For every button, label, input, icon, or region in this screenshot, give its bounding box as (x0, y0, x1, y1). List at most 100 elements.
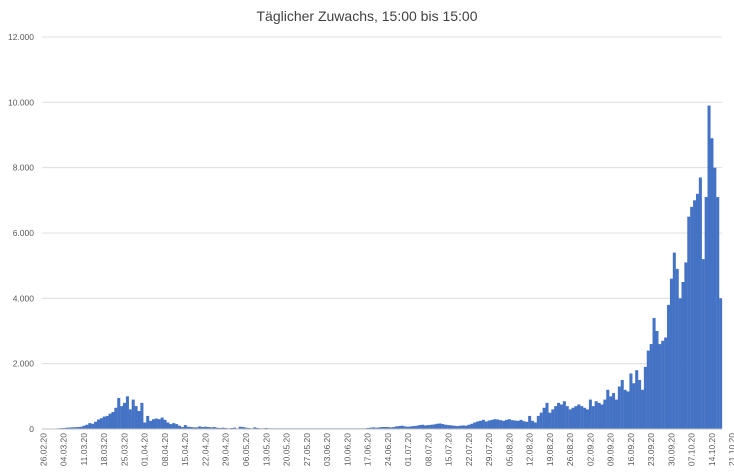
x-tick-label: 02.09.20 (585, 433, 595, 466)
bar (212, 427, 216, 429)
bar (189, 427, 193, 429)
x-tick-label: 21.10.20 (727, 433, 734, 466)
bar (539, 412, 543, 429)
bar (455, 426, 459, 429)
x-tick-label: 05.08.20 (504, 433, 514, 466)
x-tick-label: 19.08.20 (545, 433, 555, 466)
bar (493, 419, 497, 429)
bar (198, 426, 202, 429)
bar (496, 419, 500, 429)
y-tick-label: 0 (29, 424, 34, 434)
bar (476, 421, 480, 429)
bar (374, 427, 378, 429)
bar (490, 419, 494, 429)
bar (151, 419, 155, 429)
bar (519, 419, 523, 429)
bar (99, 418, 103, 429)
bar (577, 404, 581, 429)
x-tick-label: 18.03.20 (99, 433, 109, 466)
bar (649, 344, 653, 429)
bar (531, 420, 535, 429)
x-tick-label: 12.08.20 (525, 433, 535, 466)
bar (710, 138, 714, 429)
bar (209, 427, 213, 429)
bar (400, 425, 404, 429)
bar (444, 424, 448, 429)
bar (481, 419, 485, 429)
bar (586, 409, 590, 429)
bar (591, 406, 595, 429)
bar (464, 425, 468, 429)
x-tick-label: 08.04.20 (160, 433, 170, 466)
bar (635, 370, 639, 429)
x-tick-label: 09.09.20 (606, 433, 616, 466)
bar (397, 426, 401, 429)
x-tick-label: 14.10.20 (707, 433, 717, 466)
bar (568, 409, 572, 429)
bar (137, 411, 141, 429)
bar (620, 380, 624, 429)
bar (623, 389, 627, 429)
bar (163, 419, 167, 429)
bar (204, 426, 208, 429)
bar (149, 420, 153, 429)
bar (96, 419, 101, 429)
bar (678, 298, 682, 429)
bar (406, 426, 410, 429)
bar (412, 426, 416, 429)
bar (614, 399, 618, 429)
bar (658, 344, 662, 429)
x-tick-label: 22.04.20 (200, 433, 210, 466)
bar (545, 402, 549, 429)
bar (131, 399, 135, 429)
x-tick-label: 26.08.20 (565, 433, 575, 466)
bar (458, 425, 462, 429)
bar (583, 407, 587, 429)
bar (603, 399, 607, 429)
bar (111, 412, 115, 429)
x-tick-label: 25.03.20 (119, 433, 129, 466)
bar (551, 409, 555, 429)
bar (629, 373, 633, 429)
bar (215, 427, 219, 429)
bars (42, 105, 723, 430)
bar (102, 416, 106, 429)
x-tick-label: 29.07.20 (484, 433, 494, 466)
x-tick-label: 20.05.20 (282, 433, 292, 466)
bar (76, 427, 80, 429)
bar (557, 402, 561, 429)
bar (429, 424, 433, 429)
x-tick-label: 24.06.20 (383, 433, 393, 466)
bar (389, 427, 393, 429)
bar (559, 404, 563, 429)
x-tick-label: 01.04.20 (140, 433, 150, 466)
bar (91, 423, 95, 429)
bar (195, 427, 199, 429)
bar (452, 425, 456, 429)
bar (719, 298, 723, 429)
x-tick-label: 15.07.20 (444, 433, 454, 466)
x-tick-label: 26.02.20 (38, 433, 48, 466)
y-tick-label: 4.000 (13, 293, 35, 303)
chart-title: Täglicher Zuwachs, 15:00 bis 15:00 (256, 8, 478, 24)
x-tick-label: 13.05.20 (261, 433, 271, 466)
bar (533, 422, 537, 429)
bar (68, 427, 72, 429)
bar (85, 424, 89, 429)
bar (626, 391, 630, 429)
bar (525, 421, 529, 429)
bar (186, 426, 190, 429)
bar (253, 427, 257, 429)
x-tick-label: 04.03.20 (59, 433, 69, 466)
x-tick-label: 11.03.20 (79, 433, 89, 466)
y-tick-label: 6.000 (13, 228, 35, 238)
bar (681, 282, 685, 429)
x-tick-label: 15.04.20 (180, 433, 190, 466)
bar (238, 426, 242, 429)
bar (438, 423, 442, 429)
bar (415, 425, 419, 429)
bar (128, 409, 132, 429)
bar (507, 419, 511, 429)
bar (123, 402, 127, 429)
